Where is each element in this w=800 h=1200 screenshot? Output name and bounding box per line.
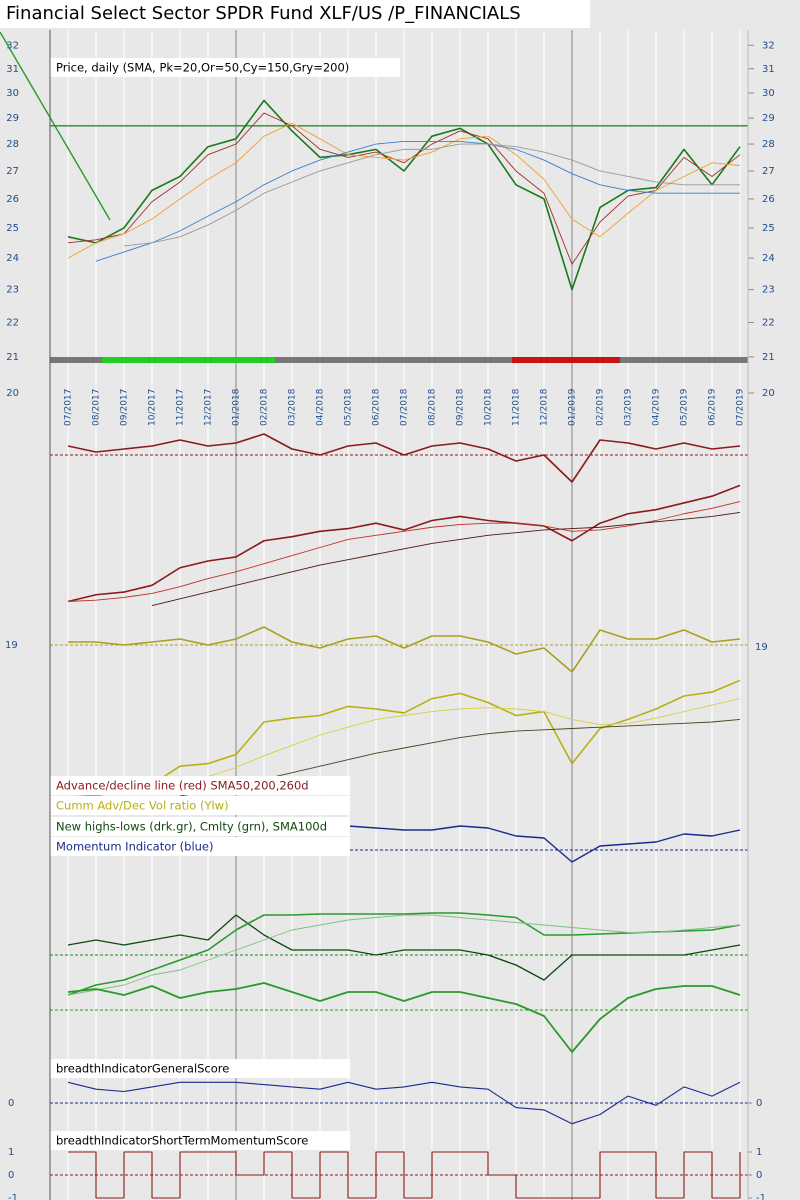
- x-tick-label: 10/2017: [148, 389, 158, 426]
- y-tick-label: 27: [6, 166, 19, 177]
- series-line: [67, 679, 741, 797]
- legend-box: [50, 837, 350, 856]
- series-line: [95, 140, 740, 262]
- legend-label: Momentum Indicator (blue): [56, 840, 214, 854]
- y-tick-label: 28: [6, 139, 19, 150]
- x-tick-label: 11/2018: [512, 388, 522, 426]
- x-tick-label: 07/2018: [400, 388, 410, 426]
- y-tick-label: 0: [8, 1170, 14, 1181]
- y-tick-label: 1: [8, 1147, 14, 1158]
- series-line: [67, 1081, 741, 1125]
- series-line: [68, 1151, 741, 1199]
- y-tick-label: 21: [6, 352, 19, 363]
- x-tick-label: 04/2018: [316, 388, 326, 426]
- series-line: [68, 626, 741, 673]
- y-tick-label-right: -1: [756, 1193, 766, 1200]
- y-tick-label: 26: [6, 194, 19, 205]
- y-tick-label: 32: [6, 40, 19, 51]
- series-line: [151, 511, 741, 606]
- y-tick-label-right: 30: [762, 88, 775, 99]
- annotation: 19: [5, 640, 18, 651]
- x-tick-label: 05/2019: [680, 388, 690, 426]
- y-tick-label: 20: [6, 388, 19, 399]
- y-tick-label-right: 25: [762, 223, 775, 234]
- y-tick-label-right: 24: [762, 253, 775, 264]
- y-tick-label-right: 20: [762, 388, 775, 399]
- annotation-right: 19: [755, 642, 768, 653]
- x-tick-label: 08/2017: [92, 389, 102, 426]
- y-tick-label-right: 27: [762, 166, 775, 177]
- x-tick-label: 12/2017: [204, 389, 214, 426]
- y-tick-label-right: 21: [762, 352, 775, 363]
- legend-label: Advance/decline line (red) SMA50,200,260…: [56, 779, 309, 793]
- x-tick-label: 05/2018: [344, 388, 354, 426]
- x-tick-label: 10/2018: [484, 388, 494, 426]
- x-tick-label: 07/2017: [64, 389, 74, 426]
- legend-label: breadthIndicatorShortTermMomentumScore: [56, 1134, 308, 1148]
- y-tick-label: 31: [6, 64, 19, 75]
- series-line: [67, 484, 741, 603]
- series-line: [67, 914, 741, 981]
- y-tick-label: 24: [6, 253, 19, 264]
- x-tick-label: 06/2018: [372, 388, 382, 426]
- y-tick-label-right: 28: [762, 139, 775, 150]
- y-tick-label-right: 26: [762, 194, 775, 205]
- chart-title: Financial Select Sector SPDR Fund XLF/US…: [6, 3, 521, 24]
- series-line: [67, 982, 741, 1053]
- signal-bar-bear: [512, 357, 620, 363]
- y-tick-label-right: 22: [762, 317, 775, 328]
- legend-box: [50, 796, 350, 815]
- legend-box: [50, 58, 400, 77]
- legend-label: Price, daily (SMA, Pk=20,Or=50,Cy=150,Gr…: [56, 61, 349, 75]
- series-line: [67, 501, 741, 602]
- y-tick-label-right: 29: [762, 113, 775, 124]
- x-tick-label: 08/2018: [428, 388, 438, 426]
- legend-label: breadthIndicatorGeneralScore: [56, 1062, 229, 1076]
- x-tick-label: 09/2018: [456, 388, 466, 426]
- y-tick-label: 23: [6, 285, 19, 296]
- series-line: [67, 122, 741, 259]
- x-tick-label: 02/2019: [596, 388, 606, 426]
- x-tick-label: 03/2019: [624, 388, 634, 426]
- legend-label: Cumm Adv/Dec Vol ratio (Ylw): [56, 799, 229, 813]
- x-tick-label: 01/2019: [568, 388, 578, 426]
- y-tick-label: -1: [8, 1193, 18, 1200]
- legend-box: [50, 776, 350, 795]
- series-line: [67, 912, 741, 996]
- x-tick-label: 06/2019: [708, 388, 718, 426]
- legend-label: New highs-lows (drk.gr), Cmlty (grn), SM…: [56, 820, 327, 834]
- legend-box: [50, 1059, 350, 1078]
- x-tick-label: 04/2019: [652, 388, 662, 426]
- signal-bar-bull: [102, 357, 275, 363]
- legend-box: [50, 1131, 350, 1150]
- x-tick-label: 03/2018: [288, 388, 298, 426]
- legend-box: [50, 817, 350, 836]
- y-tick-label-right: 23: [762, 285, 775, 296]
- title-box: [0, 0, 590, 28]
- y-tick-label-right: 31: [762, 64, 775, 75]
- x-tick-label: 11/2017: [176, 389, 186, 426]
- signal-bar: [50, 357, 748, 363]
- y-tick-label: 30: [6, 88, 19, 99]
- y-tick-label: 25: [6, 223, 19, 234]
- y-tick-label-right: 32: [762, 40, 775, 51]
- x-tick-label: 12/2018: [540, 388, 550, 426]
- series-line: [67, 433, 741, 483]
- y-tick-label-right: 1: [756, 1147, 762, 1158]
- x-tick-label: 02/2018: [260, 388, 270, 426]
- x-tick-label: 01/2018: [232, 388, 242, 426]
- x-tick-label: 09/2017: [120, 389, 130, 426]
- series-line: [67, 914, 741, 996]
- plot: 07/2017 08/2017 09/2017 10/2017 11/2017 12/20…: [5, 40, 775, 1200]
- x-tick-label: 07/2019: [736, 388, 746, 426]
- series-line: [67, 112, 741, 265]
- y-tick-label: 0: [8, 1098, 14, 1109]
- y-tick-label: 22: [6, 317, 19, 328]
- y-tick-label-right: 0: [756, 1170, 762, 1181]
- series-line: [123, 143, 740, 247]
- y-tick-label-right: 0: [756, 1098, 762, 1109]
- y-tick-label: 29: [6, 113, 19, 124]
